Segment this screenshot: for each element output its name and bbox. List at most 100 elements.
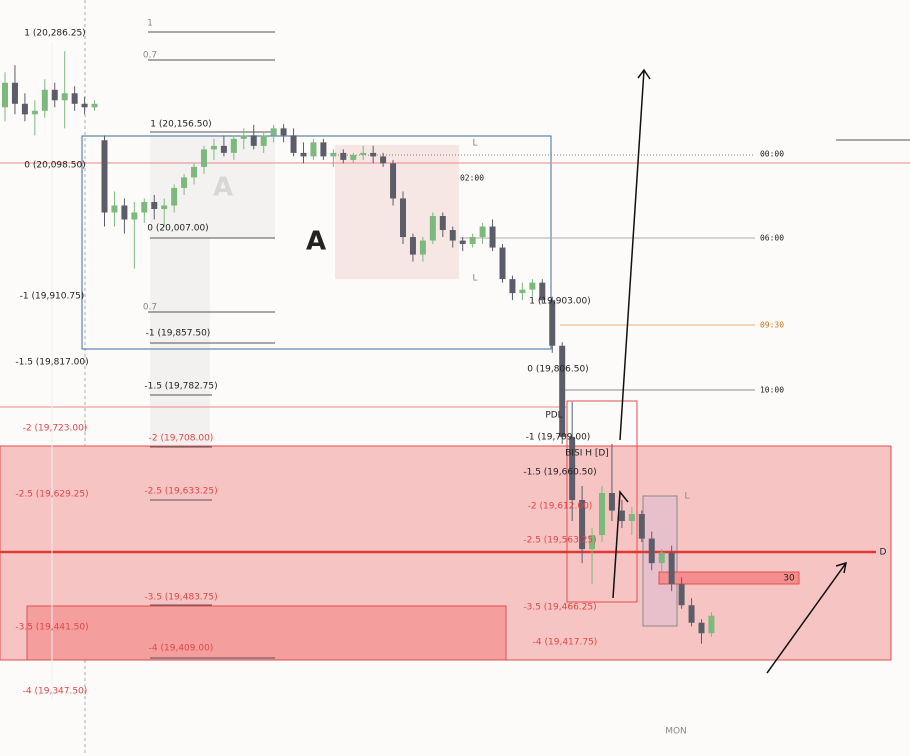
annotation: L	[472, 139, 477, 149]
annotation: -1 (19,709.00)	[526, 433, 591, 443]
annotation: 1 (20,156.50)	[150, 120, 211, 130]
candle-body	[121, 205, 128, 220]
candle-body	[599, 493, 605, 536]
annotation: 1 (19,903.00)	[529, 297, 590, 307]
annotation: -1.5 (19,660.50)	[523, 468, 596, 478]
annotation: -1 (19,910.75)	[20, 292, 85, 302]
candle-body	[618, 510, 625, 522]
annotation: 1 (20,286.25)	[24, 29, 85, 39]
candle-body	[2, 82, 8, 108]
candle-body	[519, 289, 526, 294]
candle-body	[41, 89, 48, 111]
candle-body	[171, 187, 178, 206]
zone	[150, 135, 275, 238]
candle-body	[648, 538, 655, 564]
candle-body	[400, 198, 406, 238]
annotation: 0 (20,007.00)	[147, 224, 208, 234]
candle-body	[489, 226, 496, 248]
annotation: PDL	[545, 411, 562, 421]
candle-body	[419, 240, 426, 255]
candle-body	[559, 345, 566, 437]
arrows	[612, 68, 847, 674]
zone	[566, 400, 638, 603]
candle-body	[81, 103, 88, 108]
annotation: -4 (19,409.00)	[149, 644, 214, 654]
candle-body	[678, 584, 685, 606]
annotation: -2.5 (19,629.25)	[15, 490, 88, 500]
annotation: -1.5 (19,782.75)	[144, 382, 217, 392]
annotation: -2 (19,612.00)	[528, 502, 593, 512]
candle-body	[698, 622, 705, 634]
candle-body	[429, 216, 436, 241]
candle-body	[370, 152, 377, 157]
candle-body	[270, 128, 277, 136]
candle-body	[449, 230, 456, 241]
candle-body	[330, 152, 337, 157]
candle-body	[380, 156, 387, 164]
candle-body	[250, 135, 257, 146]
candle-body	[310, 142, 317, 157]
annotation: -4 (19,347.50)	[23, 687, 88, 697]
candle-body	[230, 138, 237, 153]
candle-body	[708, 615, 715, 634]
candle-body	[220, 145, 227, 153]
candle-body	[628, 514, 635, 522]
candle-body	[569, 436, 576, 501]
candle-body	[390, 163, 397, 199]
annotation: L	[684, 492, 689, 502]
annotation: 0.7	[143, 51, 157, 61]
candle-body	[638, 514, 645, 539]
fib-levels	[51, 31, 275, 700]
annotation: MON	[665, 727, 687, 737]
candle-body	[350, 154, 357, 160]
annotation: -2.5 (19,633.25)	[144, 487, 217, 497]
candle-body	[409, 237, 416, 255]
annotation: 06:00	[760, 234, 784, 243]
candle-body	[201, 149, 207, 167]
candle-body	[71, 93, 78, 104]
candle-body	[469, 237, 476, 245]
annotation: L	[472, 274, 477, 284]
candle-body	[111, 205, 118, 213]
annotation: -2.5 (19,563.25)	[523, 536, 596, 546]
candle-body	[131, 212, 138, 220]
annotation: -3.5 (19,441.50)	[15, 623, 88, 633]
candle-body	[21, 103, 28, 115]
candle-body	[539, 282, 546, 301]
zone	[658, 571, 800, 585]
candle-body	[141, 201, 148, 213]
candle-body	[181, 177, 188, 188]
candle-body	[499, 247, 506, 280]
annotation: -2 (19,708.00)	[149, 434, 214, 444]
range-box	[81, 135, 552, 350]
annotation: 0 (19,806.50)	[527, 365, 588, 375]
candle-body	[579, 500, 586, 550]
candle-body	[668, 552, 675, 585]
annotation: D	[880, 548, 887, 558]
annotation: -3.5 (19,483.75)	[144, 593, 217, 603]
annotation: 0.7	[143, 303, 157, 313]
candle-body	[439, 216, 446, 231]
candle-body	[340, 152, 347, 160]
candle-body	[61, 93, 68, 101]
annotation: -1.5 (19,817.00)	[15, 358, 88, 368]
candle-body	[529, 282, 536, 290]
candle-body	[589, 535, 596, 550]
candle-body	[658, 552, 665, 564]
annotation: 30	[783, 574, 795, 584]
annotation: A	[306, 227, 326, 257]
annotation: A	[213, 173, 233, 203]
candle-body	[459, 240, 466, 245]
annotation: 09:30	[760, 321, 784, 330]
candle-body	[479, 226, 486, 238]
annotation: -4 (19,417.75)	[533, 638, 598, 648]
candle-body	[360, 152, 367, 155]
candle-body	[161, 205, 168, 209]
candle-body	[31, 110, 38, 115]
candle-body	[260, 135, 267, 146]
annotation: -1 (19,857.50)	[146, 329, 211, 339]
candle-body	[210, 145, 217, 150]
candle-body	[300, 152, 307, 157]
annotation: -2 (19,723.00)	[23, 424, 88, 434]
